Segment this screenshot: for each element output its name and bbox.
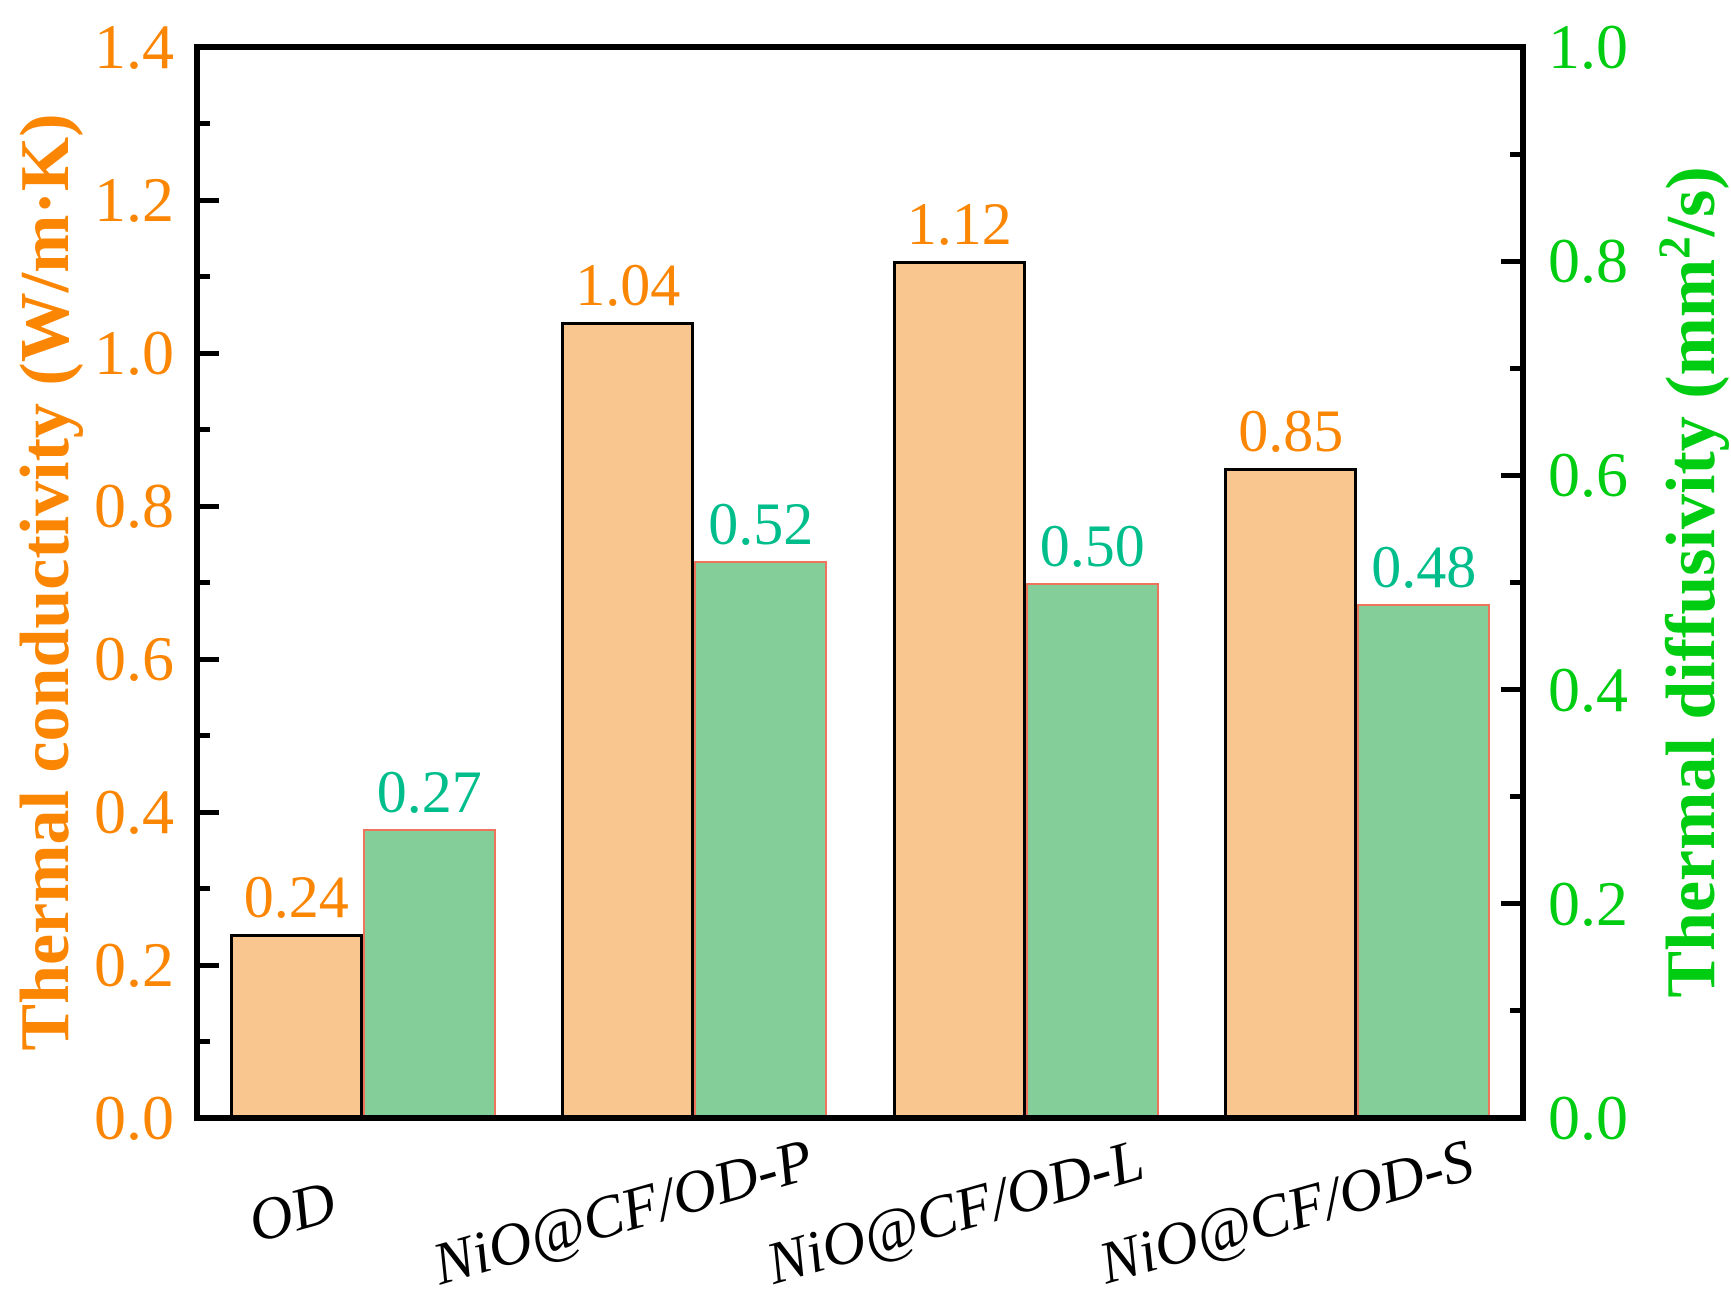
bar-thermal-diffusivity-NiO@CF/OD-S bbox=[1357, 603, 1491, 1118]
value-label-NiO@CF/OD-S-left: 0.85 bbox=[1238, 397, 1344, 464]
bar-thermal-conductivity-NiO@CF/OD-P bbox=[561, 322, 695, 1118]
bar-thermal-diffusivity-NiO@CF/OD-P bbox=[694, 561, 828, 1118]
right-axis-tick-label-0.6: 0.6 bbox=[1548, 439, 1628, 511]
left-axis-tick-label-0.0: 0.0 bbox=[94, 1082, 174, 1153]
bar-thermal-diffusivity-OD bbox=[362, 828, 496, 1118]
right-axis-tick-label-0.2: 0.2 bbox=[1548, 867, 1628, 939]
right-axis-title-suffix: /s) bbox=[1653, 166, 1730, 237]
x-category-label-NiO@CF/OD-S: NiO@CF/OD-S bbox=[1091, 1126, 1481, 1297]
value-label-NiO@CF/OD-P-left: 1.04 bbox=[575, 252, 681, 319]
left-axis-title: Thermal conductivity (W/m·K) bbox=[7, 113, 84, 1051]
value-label-NiO@CF/OD-L-left: 1.12 bbox=[906, 191, 1012, 258]
bars-layer bbox=[197, 47, 1523, 1118]
value-label-OD-right: 0.27 bbox=[376, 758, 482, 825]
left-axis-tick-label-0.2: 0.2 bbox=[94, 929, 174, 1000]
x-category-label-NiO@CF/OD-L: NiO@CF/OD-L bbox=[758, 1126, 1151, 1297]
left-axis-tick-label-0.6: 0.6 bbox=[94, 623, 174, 694]
value-label-OD-left: 0.24 bbox=[243, 864, 349, 931]
left-axis-tick-label-1.2: 1.2 bbox=[94, 164, 174, 235]
value-label-NiO@CF/OD-S-right: 0.48 bbox=[1371, 533, 1477, 600]
bar-thermal-diffusivity-NiO@CF/OD-L bbox=[1025, 582, 1159, 1118]
x-category-label-NiO@CF/OD-P: NiO@CF/OD-P bbox=[425, 1125, 821, 1298]
x-category-label-OD: OD bbox=[240, 1167, 343, 1256]
left-axis-tick-label-1.0: 1.0 bbox=[94, 317, 174, 388]
bar-thermal-conductivity-NiO@CF/OD-L bbox=[892, 261, 1026, 1118]
left-axis-tick-label-1.4: 1.4 bbox=[94, 11, 174, 82]
right-axis-tick-label-0.4: 0.4 bbox=[1548, 653, 1628, 725]
left-axis-tick-label-0.8: 0.8 bbox=[94, 470, 174, 541]
value-label-NiO@CF/OD-L-right: 0.50 bbox=[1039, 512, 1145, 579]
value-label-NiO@CF/OD-P-right: 0.52 bbox=[708, 491, 814, 558]
right-axis-tick-label-0.8: 0.8 bbox=[1548, 225, 1628, 297]
right-axis-tick-label-0.0: 0.0 bbox=[1548, 1082, 1628, 1153]
bar-thermal-conductivity-NiO@CF/OD-S bbox=[1224, 467, 1358, 1118]
bar-thermal-conductivity-OD bbox=[229, 934, 363, 1118]
left-axis-tick-label-0.4: 0.4 bbox=[94, 776, 174, 847]
right-axis-tick-label-1.0: 1.0 bbox=[1548, 11, 1628, 82]
